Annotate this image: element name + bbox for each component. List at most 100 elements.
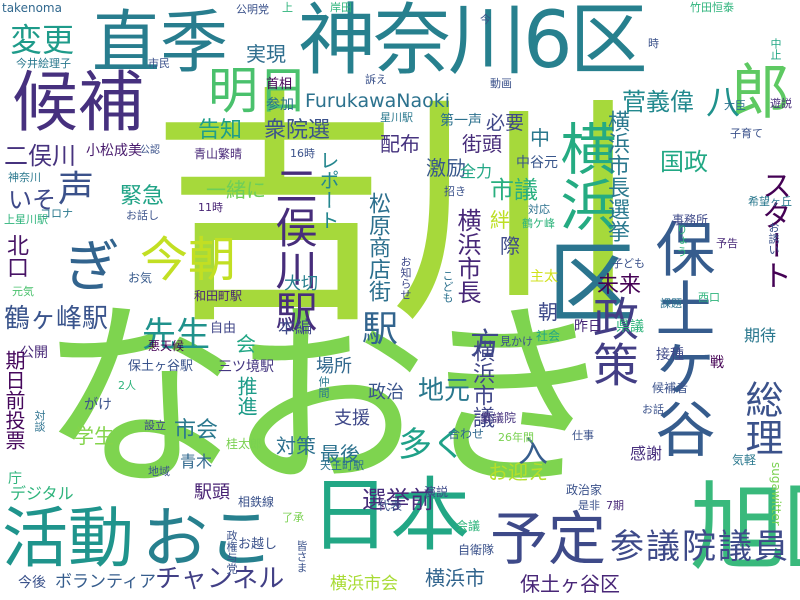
word-shuuinsen: 衆院選 <box>264 118 331 143</box>
word-honpen: 本編 <box>278 318 312 338</box>
word-yokoku: 予告 <box>716 237 738 250</box>
word-seisaku: 政策 <box>586 295 640 387</box>
word-akutenkou: 悪天候 <box>148 339 185 353</box>
word-kizuna: 絆 <box>490 208 510 232</box>
word-kodomo: こども <box>441 270 454 303</box>
word-kibougaoka: 希望ヶ丘 <box>748 195 792 208</box>
word-shimin: 市民 <box>148 57 170 70</box>
word-shien: 支援 <box>334 408 370 429</box>
word-gakusei: 学生 <box>74 424 114 448</box>
word-daihyou: 代表 <box>378 499 403 513</box>
word-kata: 方 <box>470 327 500 362</box>
word-aoyama: 青山繁晴 <box>194 147 243 161</box>
word-kengi: 県議 <box>616 319 644 335</box>
word-koumeitou: 公明党 <box>236 3 269 16</box>
word-omukae: お迎え <box>488 460 548 484</box>
word-suishin: 推進 <box>234 376 258 416</box>
word-okoshi: お越し <box>238 537 278 552</box>
word-kinou: 昨日 <box>574 319 602 335</box>
word-asa: 朝 <box>538 300 558 324</box>
word-tennoucho: 天王町駅 <box>320 459 364 472</box>
word-sesshu: 接種 <box>656 347 684 363</box>
word-gake: がけ <box>84 397 112 413</box>
word-seiji: 政治 <box>368 382 404 403</box>
word-ekitou: 駅頭 <box>194 482 230 503</box>
word-nakatani: 中谷元 <box>516 155 558 171</box>
word-kigaru: 気軽 <box>732 453 757 467</box>
word-shuugiin: 衆議院 <box>480 411 517 425</box>
word-yokohama-shigi: 横浜市議 <box>469 340 494 428</box>
word-matsubara: 松原商店街 <box>365 192 390 302</box>
word-minasama: 皆さま <box>295 540 308 573</box>
word-hoshikawa-eki: 星川駅 <box>380 111 413 124</box>
word-2nin: 2人 <box>118 379 136 392</box>
word-16ji: 16時 <box>290 147 315 160</box>
word-sotetsu: 相鉄線 <box>238 495 275 509</box>
word-7ki: 7期 <box>606 499 624 512</box>
word-kongo: 今後 <box>18 575 46 591</box>
word-senkyomae: 選挙前 <box>362 486 434 514</box>
word-shigi: 市議 <box>490 176 538 204</box>
word-jieitai: 自衛隊 <box>458 543 495 557</box>
word-kesa: 今朝 <box>140 232 237 288</box>
word-takeda: 竹田恒泰 <box>690 1 734 14</box>
word-eki: 駅 <box>362 309 399 350</box>
word-koukai: 公開 <box>20 345 48 361</box>
word-imai: 今井絵理子 <box>16 57 71 70</box>
word-kadai: 課題 <box>660 297 682 310</box>
word-gaitou: 街頭 <box>462 132 502 156</box>
word-rou: 郎 <box>720 60 790 120</box>
word-sugawitter: sugawitter <box>769 462 783 526</box>
word-kanagawa6ku: 神奈川6区 <box>298 0 648 86</box>
word-ashita: 明日 <box>208 62 308 120</box>
word-setsuritsu: 設立 <box>144 419 166 432</box>
word-channel: チャンネル <box>155 564 285 594</box>
word-shushou: 首相 <box>266 77 293 92</box>
word-saigo: 最後 <box>320 442 360 466</box>
word-corona: コロナ <box>40 207 73 220</box>
word-kosodate: 子育て <box>730 127 763 140</box>
word-zenryoku: 全力 <box>460 162 493 181</box>
word-toki: 時 <box>648 37 659 50</box>
word-daijin: 大臣 <box>724 99 746 112</box>
word-koe: 声 <box>58 169 95 210</box>
word-chiiki: 地域 <box>148 465 170 478</box>
word-souri: 総理 <box>739 380 783 456</box>
word-oki: お気 <box>128 271 153 285</box>
word-basho: 場所 <box>316 356 352 377</box>
word-yokohamashi: 横浜市 <box>425 566 485 590</box>
word-jiyuu: 自由 <box>210 321 237 336</box>
word-takenoma: takenoma <box>2 1 62 15</box>
word-sensei: 先生 <box>142 315 210 355</box>
word-gekirei: 激励 <box>426 156 466 180</box>
word-tatakai: 戦 <box>710 355 724 371</box>
word-yokohama-shikai: 横浜市会 <box>330 574 398 594</box>
word-aoki: 青木 <box>180 452 213 471</box>
word-sugayoshihide: 菅義偉 <box>622 88 694 116</box>
word-ima: 今 <box>480 13 491 26</box>
word-taisaku: 対策 <box>276 434 316 458</box>
word-nihon: 日本 <box>310 469 470 562</box>
word-katsurataro: 桂太郎 <box>226 437 263 451</box>
word-kouho: 候補 <box>12 64 144 141</box>
word-yokohama: 横浜 <box>551 120 616 232</box>
word-genki: 元気 <box>12 285 34 298</box>
word-shakai: 社会 <box>536 329 561 343</box>
word-26nen: 26年間 <box>498 431 534 444</box>
word-kodomo-kanji: 子ども <box>612 257 645 270</box>
word-naka: 中 <box>530 126 550 150</box>
word-taidan: 対談 <box>33 410 46 432</box>
word-iri: 入 <box>518 435 548 470</box>
word-ooku: 多く <box>398 425 466 465</box>
word-iso: いそ <box>8 186 56 214</box>
word-sai: 際 <box>500 234 520 258</box>
word-yokohama-shichou: 横浜市長 <box>453 208 481 304</box>
word-nakama: 仲間 <box>317 376 330 398</box>
word-digital: デジタル <box>10 484 74 503</box>
word-komatsu: 小松成美 <box>86 143 142 159</box>
word-mikake: 見かけ <box>500 335 533 348</box>
word-tsurugamine-eki: 鶴ヶ峰駅 <box>4 304 109 334</box>
word-kinkyuu: 緊急 <box>120 184 165 209</box>
word-kouhosha: 候補者 <box>652 381 689 395</box>
word-furukawanaoki: FurukawaNaoki <box>305 90 451 112</box>
